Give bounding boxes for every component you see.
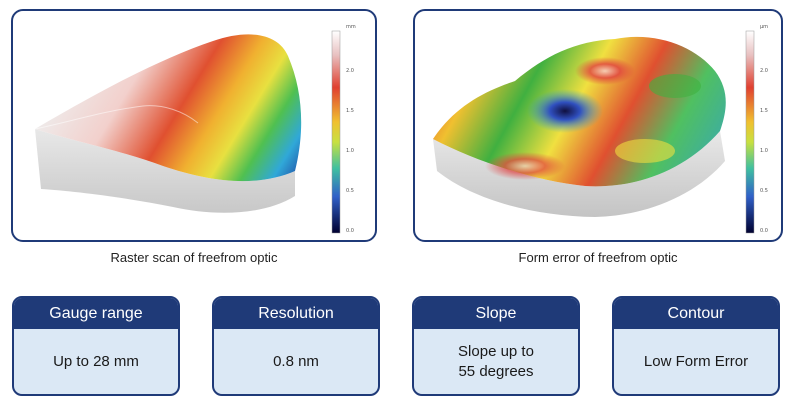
surface-base — [35, 129, 295, 213]
colorbar-unit: mm — [346, 24, 356, 30]
figure-caption: Raster scan of freefrom optic — [110, 250, 278, 265]
surface-base — [433, 131, 725, 217]
colorbar — [745, 30, 755, 234]
spec-card-gauge-range: Gauge range Up to 28 mm — [12, 296, 180, 396]
colorbar-tick: 1.0 — [346, 148, 354, 154]
spec-value: Low Form Error — [643, 352, 749, 370]
colorbar-tick: 1.0 — [760, 148, 768, 154]
spec-value: Up to 28 mm — [53, 352, 139, 370]
spec-value: 0.8 nm — [273, 352, 319, 370]
colorbar-tick: 2.0 — [760, 68, 768, 74]
raster-scan-figure: mm 2.0 1.5 1.0 0.5 0.0 — [11, 9, 377, 242]
spec-card-resolution: Resolution 0.8 nm — [212, 296, 380, 396]
spec-title: Gauge range — [14, 298, 178, 329]
spec-title: Contour — [614, 298, 778, 329]
raster-scan-surface-plot: mm 2.0 1.5 1.0 0.5 0.0 — [34, 24, 356, 234]
spec-card-slope: Slope Slope up to 55 degrees — [412, 296, 580, 396]
spec-card-contour: Contour Low Form Error — [612, 296, 780, 396]
colorbar-tick: 1.5 — [346, 108, 354, 114]
colorbar-tick: 0.5 — [760, 188, 768, 194]
form-error-figure: µm 2.0 1.5 1.0 0.5 0.0 — [413, 9, 783, 242]
form-error-surface-plot: µm 2.0 1.5 1.0 0.5 0.0 — [433, 24, 768, 234]
spec-value: Slope up to 55 degrees — [458, 342, 534, 380]
figure-caption: Form error of freefrom optic — [518, 250, 678, 265]
colorbar-tick: 0.0 — [346, 228, 354, 234]
colorbar — [331, 30, 341, 234]
colorbar-tick: 0.0 — [760, 228, 768, 234]
colorbar-tick: 1.5 — [760, 108, 768, 114]
colorbar-tick: 0.5 — [346, 188, 354, 194]
spec-title: Resolution — [214, 298, 378, 329]
colorbar-unit: µm — [760, 24, 768, 30]
spec-title: Slope — [414, 298, 578, 329]
colorbar-tick: 2.0 — [346, 68, 354, 74]
